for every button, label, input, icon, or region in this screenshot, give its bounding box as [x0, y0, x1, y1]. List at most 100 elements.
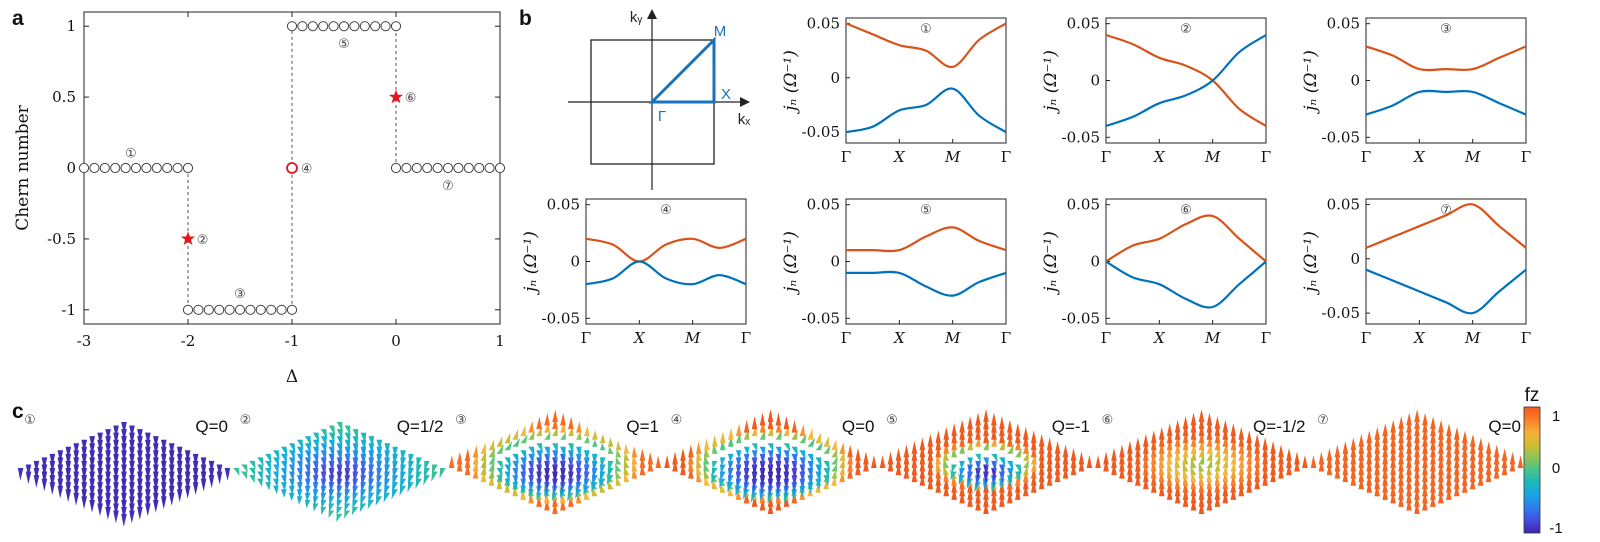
spin-cone — [145, 432, 151, 446]
spin-cone — [975, 475, 981, 487]
spin-cone — [975, 419, 981, 433]
spin-cone — [1294, 458, 1300, 472]
spin-cone — [184, 464, 191, 478]
spin-cone — [967, 486, 973, 500]
spin-cone — [1103, 458, 1109, 472]
data-point — [297, 21, 308, 32]
spin-cone — [688, 465, 694, 479]
spin-cone — [57, 464, 64, 478]
y-tick-label: 0 — [830, 69, 840, 87]
spin-cone — [105, 485, 111, 499]
spin-cone — [1390, 440, 1396, 454]
spin-cone — [544, 497, 550, 511]
spin-cone — [1334, 465, 1341, 479]
spin-cone — [1150, 466, 1157, 479]
spin-cone — [376, 446, 383, 459]
spin-cone — [1398, 437, 1404, 451]
spin-cone — [184, 485, 191, 499]
spin-cone — [1206, 450, 1213, 461]
spin-cone — [375, 496, 383, 506]
spin-cone — [1398, 451, 1404, 465]
spin-cone — [831, 447, 838, 458]
spin-cone — [89, 450, 95, 464]
spin-cone — [1422, 476, 1428, 490]
spin-cone — [392, 475, 398, 487]
spin-cone — [959, 426, 965, 440]
spin-cone — [1406, 497, 1412, 511]
spin-cone — [783, 464, 790, 478]
spin-cone — [1206, 465, 1213, 476]
spin-cone — [1406, 476, 1412, 490]
spin-cone — [743, 475, 750, 488]
y-axis-label: Chern number — [13, 104, 33, 230]
spin-cone — [336, 471, 343, 484]
spin-cone — [1062, 465, 1069, 479]
spin-cone — [456, 458, 463, 472]
spin-cone — [312, 482, 319, 493]
data-point — [286, 21, 298, 32]
spin-cone — [113, 468, 119, 481]
spin-cone — [903, 444, 910, 458]
spin-cone — [743, 490, 750, 504]
x-tick-label: Γ — [841, 329, 851, 347]
spin-cone — [1174, 483, 1181, 497]
spin-cone — [97, 503, 103, 517]
spin-cone — [1422, 412, 1428, 426]
spin-cone — [680, 462, 686, 476]
spin-cone — [1374, 426, 1381, 440]
spin-cone — [1414, 458, 1420, 472]
spin-cone — [1198, 423, 1205, 437]
spin-cone — [384, 443, 391, 455]
spin-cone — [328, 468, 335, 481]
spin-cone — [368, 464, 375, 477]
data-point-star — [180, 231, 196, 245]
spin-cone — [1254, 440, 1260, 454]
case-tag: ② — [1180, 22, 1192, 37]
spin-cone — [1206, 497, 1213, 511]
spin-cone — [1334, 458, 1341, 472]
spin-cone — [1469, 455, 1476, 468]
spin-cone — [1358, 433, 1365, 447]
spin-cone — [168, 457, 175, 471]
upper-band-line — [585, 237, 747, 263]
spin-cone — [1430, 458, 1436, 472]
spin-cone — [400, 471, 406, 483]
spin-cone — [935, 444, 942, 458]
spin-cone — [129, 503, 135, 517]
spin-cone — [1143, 462, 1149, 476]
spin-cone — [823, 460, 831, 472]
data-point-highlight — [286, 162, 298, 174]
spin-cone — [216, 464, 223, 478]
spin-cone — [967, 457, 973, 467]
spin-cone — [1398, 472, 1404, 486]
spin-cone — [192, 475, 199, 488]
spin-cone — [536, 494, 542, 507]
spin-cone — [121, 471, 127, 485]
spin-cone — [623, 458, 630, 468]
spin-cone — [496, 460, 504, 470]
spin-cone — [281, 482, 287, 492]
texture-3: ③ Q=1 — [448, 409, 662, 514]
spin-cone — [1406, 412, 1412, 426]
spin-cone — [1150, 430, 1157, 444]
spin-cone — [552, 471, 558, 485]
spin-cone — [145, 503, 151, 517]
spin-cone — [1485, 455, 1492, 468]
spin-cone — [281, 489, 287, 498]
spin-cone — [1485, 448, 1492, 461]
spin-cone — [1238, 470, 1245, 483]
spin-cone — [73, 450, 80, 464]
spin-cone — [160, 460, 167, 474]
spin-cone — [176, 468, 183, 481]
spin-cone — [168, 443, 175, 457]
x-tick-label: Γ — [1521, 148, 1531, 166]
spin-cone — [241, 464, 248, 473]
spin-cone — [639, 455, 646, 468]
spin-cone — [783, 478, 790, 492]
spin-cone — [783, 443, 791, 452]
ky-label: kᵧ — [630, 9, 643, 26]
spin-cone — [743, 460, 750, 473]
spin-cone — [153, 436, 159, 449]
spin-cone — [1030, 479, 1037, 493]
